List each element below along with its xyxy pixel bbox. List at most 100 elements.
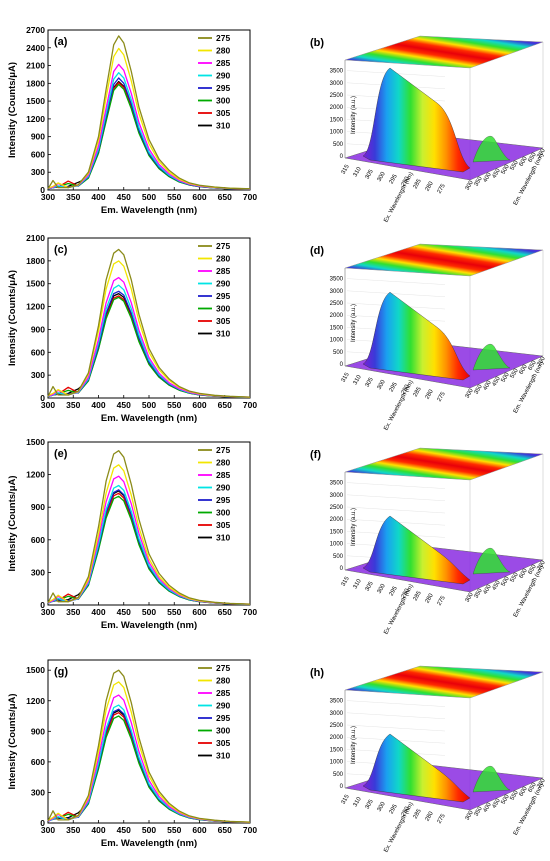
legend-label-310: 310 xyxy=(216,751,230,761)
x-tick-label: 315 xyxy=(341,793,352,805)
y-tick-label: 600 xyxy=(31,347,45,357)
x-tick-label: 700 xyxy=(243,400,257,410)
x-tick-label: 315 xyxy=(341,163,352,175)
z-tick-label: 2500 xyxy=(330,723,344,729)
series-line-275 xyxy=(47,35,251,190)
y-axis-label: Intensity (Counts/μA) xyxy=(7,270,18,366)
legend-label-300: 300 xyxy=(216,96,230,106)
x-tick-label: 305 xyxy=(365,580,376,592)
legend-label-275: 275 xyxy=(216,663,230,673)
x-tick-label: 280 xyxy=(425,180,436,192)
y-tick-label: 600 xyxy=(31,535,45,545)
x-tick-label: 275 xyxy=(437,183,448,195)
series-line-275 xyxy=(47,669,251,823)
y-tick-label: 650 xyxy=(528,359,539,371)
x-tick-label: 500 xyxy=(142,400,156,410)
x-tick-label: 500 xyxy=(142,825,156,835)
y-tick-label: 550 xyxy=(510,367,521,379)
y-tick-label: 300 xyxy=(465,591,476,603)
x-tick-label: 700 xyxy=(243,192,257,202)
y-axis-label: Intensity (Counts/μA) xyxy=(7,693,18,789)
grid-line xyxy=(346,482,446,489)
legend-label-290: 290 xyxy=(216,483,230,493)
x-axis-label: Ex. Wavelength (nm) xyxy=(383,171,414,223)
z-tick-label: 1500 xyxy=(330,529,344,535)
y-tick-label: 500 xyxy=(501,575,512,587)
y-tick-label: 300 xyxy=(31,787,45,797)
z-tick-label: 2000 xyxy=(330,313,344,319)
x-tick-label: 650 xyxy=(218,192,232,202)
y-tick-label: 900 xyxy=(31,324,45,334)
z-tick-label: 2000 xyxy=(330,735,344,741)
legend-label-305: 305 xyxy=(216,738,230,748)
x-tick-label: 650 xyxy=(218,400,232,410)
y-tick-label: 350 xyxy=(474,175,485,187)
secondary-ridge xyxy=(472,343,511,371)
x-tick-label: 500 xyxy=(142,192,156,202)
z-tick-label: 3500 xyxy=(330,481,344,487)
y-tick-label: 700 xyxy=(537,559,548,571)
panel-label: (e) xyxy=(54,448,68,460)
x-axis-label: Em. Wavelength (nm) xyxy=(101,620,197,631)
grid-line xyxy=(346,712,446,719)
x-tick-label: 295 xyxy=(389,381,400,393)
x-axis-label: Ex. Wavelength (nm) xyxy=(383,801,414,853)
legend-label-275: 275 xyxy=(216,33,230,43)
x-tick-label: 350 xyxy=(66,607,80,617)
line-chart-g: 300 350 400 450 500 550 600 650 7000300600900120… xyxy=(7,659,257,849)
y-tick-label: 600 xyxy=(31,149,45,159)
x-tick-label: 600 xyxy=(192,825,206,835)
legend-label-275: 275 xyxy=(216,445,230,455)
y-tick-label: 0 xyxy=(40,600,45,610)
z-tick-label: 500 xyxy=(333,554,344,560)
y-tick-label: 0 xyxy=(40,818,45,828)
surface-plot-f: 0 500 1000 1500 2000 2500 3000 3500 Intensity (a… xyxy=(310,447,548,636)
z-axis-label: Intensity (a.u.) xyxy=(351,508,357,546)
legend-label-305: 305 xyxy=(216,108,230,118)
z-tick-label: 0 xyxy=(340,566,344,572)
legend-label-285: 285 xyxy=(216,470,230,480)
y-tick-label: 600 xyxy=(519,155,530,167)
legend-label-300: 300 xyxy=(216,304,230,314)
y-tick-label: 2400 xyxy=(26,43,45,53)
x-tick-label: 550 xyxy=(167,400,181,410)
y-tick-label: 1500 xyxy=(26,96,45,106)
y-tick-label: 300 xyxy=(31,167,45,177)
x-tick-label: 400 xyxy=(91,192,105,202)
y-tick-label: 500 xyxy=(501,793,512,805)
z-tick-label: 2000 xyxy=(330,105,344,111)
x-tick-label: 650 xyxy=(218,607,232,617)
panel-label: (f) xyxy=(310,449,321,461)
legend-label-290: 290 xyxy=(216,71,230,81)
x-tick-label: 300 xyxy=(377,379,388,391)
z-tick-label: 3500 xyxy=(330,277,344,283)
z-tick-label: 1000 xyxy=(330,338,344,344)
y-tick-label: 700 xyxy=(537,355,548,367)
x-tick-label: 290 xyxy=(401,587,412,599)
y-tick-label: 300 xyxy=(31,567,45,577)
x-tick-label: 315 xyxy=(341,371,352,383)
line-chart-c: 300 350 400 450 500 550 600 650 7000300600900120… xyxy=(7,233,257,424)
y-tick-label: 900 xyxy=(31,502,45,512)
z-tick-label: 0 xyxy=(340,784,344,790)
z-tick-label: 3000 xyxy=(330,289,344,295)
y-tick-label: 650 xyxy=(528,781,539,793)
contour-projection xyxy=(344,665,544,699)
x-tick-label: 275 xyxy=(437,813,448,825)
x-tick-label: 700 xyxy=(243,607,257,617)
x-tick-label: 310 xyxy=(353,578,364,590)
series-line-290 xyxy=(47,284,251,398)
x-tick-label: 350 xyxy=(66,825,80,835)
x-tick-label: 550 xyxy=(167,192,181,202)
z-tick-label: 3000 xyxy=(330,493,344,499)
surface-plot-b: 0 500 1000 1500 2000 2500 3000 3500 Intensity (a… xyxy=(310,35,547,224)
x-tick-label: 600 xyxy=(192,400,206,410)
x-tick-label: 400 xyxy=(91,400,105,410)
panel-label: (b) xyxy=(310,37,324,49)
emission-peak-surface xyxy=(362,515,471,585)
y-tick-label: 400 xyxy=(483,583,494,595)
y-tick-label: 700 xyxy=(537,777,548,789)
x-tick-label: 300 xyxy=(377,801,388,813)
legend-label-290: 290 xyxy=(216,279,230,289)
